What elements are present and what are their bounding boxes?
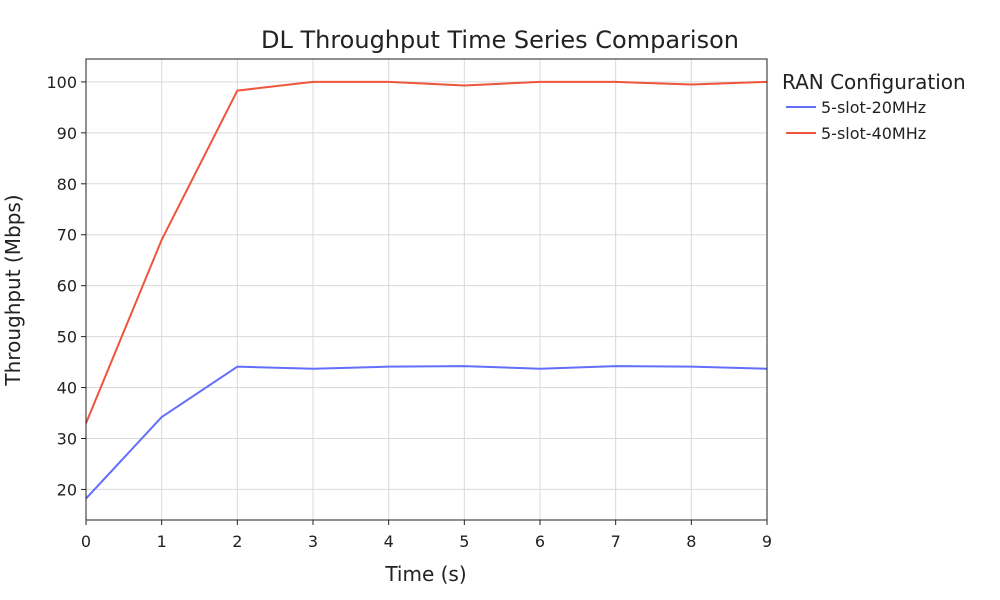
chart-title: DL Throughput Time Series Comparison xyxy=(261,26,739,54)
y-tick-label: 50 xyxy=(57,328,77,347)
legend-title: RAN Configuration xyxy=(782,70,966,94)
x-tick-label: 5 xyxy=(459,532,469,551)
legend-item-label: 5-slot-40MHz xyxy=(821,124,926,143)
y-tick-label: 30 xyxy=(57,429,77,448)
series-lines xyxy=(85,80,768,500)
y-tick-label: 90 xyxy=(57,124,77,143)
legend: RAN Configuration 5-slot-20MHz 5-slot-40M… xyxy=(782,70,966,143)
y-tick-label: 100 xyxy=(46,73,77,92)
x-axis-label: Time (s) xyxy=(384,562,466,586)
x-tick-label: 8 xyxy=(686,532,696,551)
x-tick-label: 2 xyxy=(232,532,242,551)
legend-items: 5-slot-20MHz 5-slot-40MHz xyxy=(786,98,926,143)
x-tick-label: 1 xyxy=(157,532,167,551)
y-tick-label: 70 xyxy=(57,226,77,245)
y-tick-label: 80 xyxy=(57,175,77,194)
x-axis: 0 1 2 3 4 5 6 7 8 9 xyxy=(81,520,772,551)
x-tick-label: 3 xyxy=(308,532,318,551)
series-line-5-slot-40MHz xyxy=(85,80,768,424)
x-tick-label: 6 xyxy=(535,532,545,551)
x-tick-label: 0 xyxy=(81,532,91,551)
legend-item-label: 5-slot-20MHz xyxy=(821,98,926,117)
y-axis-label: Throughput (Mbps) xyxy=(1,194,25,386)
grid xyxy=(85,59,768,520)
y-tick-label: 60 xyxy=(57,277,77,296)
series-line-5-slot-20MHz xyxy=(85,365,768,500)
plot-frame xyxy=(85,58,768,521)
y-tick-label: 20 xyxy=(57,480,77,499)
y-axis: 20 30 40 50 60 70 80 90 100 xyxy=(46,73,86,499)
x-tick-label: 4 xyxy=(384,532,394,551)
x-tick-label: 9 xyxy=(762,532,772,551)
y-tick-label: 40 xyxy=(57,379,77,398)
x-tick-label: 7 xyxy=(611,532,621,551)
